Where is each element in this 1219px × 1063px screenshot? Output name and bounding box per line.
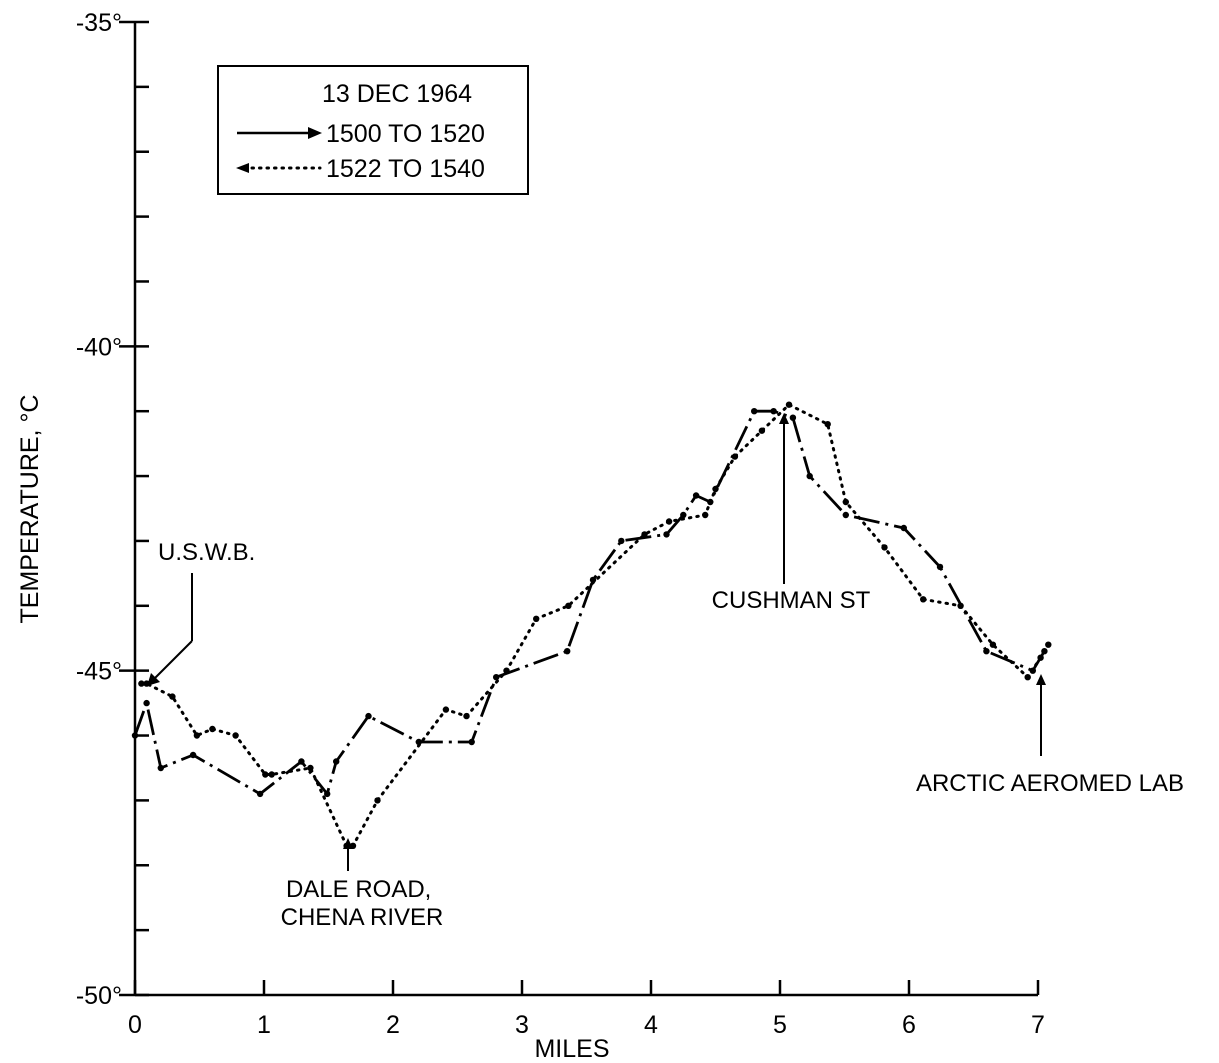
legend-title: 13 DEC 1964 [322, 80, 472, 108]
series-line-1522-to-1540 [139, 403, 1050, 848]
data-point-1500-to-1520-7 [333, 758, 340, 765]
y-axis-title: TEMPERATURE, °C [16, 395, 44, 624]
data-point-1522-to-1540-29 [989, 641, 997, 648]
data-point-1522-to-1540-32 [1045, 641, 1052, 648]
data-point-1500-to-1520-19 [751, 408, 758, 415]
data-point-1522-to-1540-23 [785, 401, 793, 408]
data-point-1522-to-1540-21 [731, 453, 739, 460]
legend-arrowhead-1500-to-1520 [308, 127, 322, 139]
data-point-1500-to-1520-6 [324, 790, 331, 798]
y-tick-label-35: -35° [76, 9, 122, 37]
data-point-1522-to-1540-12 [442, 706, 450, 713]
axes: -35° -40° -45° -50° 0 1 2 3 4 5 6 7 [76, 9, 1045, 1039]
annotation-arrowhead-dale-road [343, 838, 353, 849]
data-point-1522-to-1540-17 [641, 531, 648, 538]
data-point-1522-to-1540-27 [920, 596, 927, 603]
y-tick-label-40: -40° [76, 333, 122, 361]
legend-label-1522-to-1540: 1522 TO 1540 [326, 155, 485, 183]
data-point-1500-to-1520-17 [692, 492, 700, 499]
data-point-1522-to-1540-16 [565, 602, 572, 609]
y-tick-label-45: -45° [76, 658, 122, 686]
x-tick-label-6: 6 [902, 1011, 916, 1039]
x-tick-label-1: 1 [257, 1011, 271, 1039]
x-tick-label-2: 2 [386, 1011, 400, 1039]
data-point-1500-to-1520-12 [564, 648, 571, 655]
annotation-label-dale-road-line-1: DALE ROAD, [286, 876, 431, 903]
x-axis-ticks: 0 1 2 3 4 5 6 7 [128, 980, 1045, 1039]
data-point-1522-to-1540-20 [712, 485, 719, 493]
data-point-1522-to-1540-26 [881, 544, 888, 551]
data-point-1500-to-1520-9 [415, 738, 422, 746]
data-point-1522-to-1540-4 [209, 725, 216, 733]
series-layer [131, 401, 1052, 849]
data-point-1522-to-1540-3 [193, 732, 201, 739]
x-tick-label-7: 7 [1031, 1011, 1045, 1039]
data-point-1522-to-1540-28 [957, 602, 964, 609]
data-point-1500-to-1520-23 [842, 511, 849, 519]
annotation-label-cushman: CUSHMAN ST [712, 587, 871, 614]
data-point-1500-to-1520-16 [680, 511, 687, 519]
x-tick-label-5: 5 [773, 1011, 787, 1039]
x-tick-label-3: 3 [515, 1011, 529, 1039]
data-point-1500-to-1520-5 [298, 758, 305, 765]
data-point-1500-to-1520-25 [936, 563, 944, 571]
data-point-1522-to-1540-13 [463, 712, 470, 720]
data-point-1500-to-1520-0 [131, 732, 139, 739]
annotation-arrowhead-uswb [147, 673, 160, 686]
y-tick-label-50: -50° [76, 982, 122, 1010]
data-point-1522-to-1540-0 [138, 680, 145, 687]
data-point-1522-to-1540-14 [503, 667, 510, 674]
data-point-1522-to-1540-6 [262, 771, 269, 778]
annotation-arrowhead-cushman [779, 413, 789, 424]
data-point-1500-to-1520-21 [789, 414, 797, 421]
data-point-1522-to-1540-25 [842, 498, 849, 506]
data-point-1500-to-1520-20 [770, 408, 777, 415]
data-point-1522-to-1540-11 [374, 797, 381, 804]
data-point-1500-to-1520-10 [468, 738, 475, 746]
annotation-label-arctic: ARCTIC AEROMED LAB [916, 770, 1184, 797]
x-tick-label-4: 4 [644, 1011, 658, 1039]
x-tick-label-0: 0 [128, 1011, 142, 1039]
data-point-1500-to-1520-11 [493, 674, 500, 681]
annotation-label-uswb: U.S.W.B. [158, 539, 255, 566]
data-point-1500-to-1520-24 [900, 524, 907, 532]
annotation-arrowhead-arctic [1036, 674, 1046, 685]
data-point-1522-to-1540-24 [824, 421, 831, 428]
legend-arrowhead-1522-to-1540 [236, 163, 249, 173]
legend-box [217, 65, 529, 195]
data-point-1522-to-1540-5 [232, 732, 239, 739]
data-point-1500-to-1520-4 [256, 790, 264, 798]
data-point-1522-to-1540-31 [1037, 654, 1044, 661]
annotation-label-dale-road-line-2: CHENA RIVER [281, 904, 444, 931]
y-axis-ticks: -35° -40° -45° -50° [76, 9, 149, 1010]
data-point-1500-to-1520-8 [365, 712, 372, 720]
data-point-1500-to-1520-2 [157, 764, 164, 772]
data-point-1522-to-1540-19 [702, 511, 709, 519]
data-point-1500-to-1520-1 [143, 699, 150, 707]
data-point-1500-to-1520-15 [663, 531, 670, 538]
annotation-label-dale-road: DALE ROAD, CHENA RIVER [281, 876, 444, 931]
legend: 13 DEC 1964 1500 TO 1520 1522 TO 1540 [217, 65, 529, 195]
data-point-1500-to-1520-26 [983, 648, 990, 655]
data-point-1500-to-1520-3 [189, 751, 197, 759]
annotation-arrow-uswb [151, 640, 193, 682]
annotations-layer: U.S.W.B. DALE ROAD, CHENA RIVER CUSHMAN … [147, 413, 1184, 931]
data-point-1522-to-1540-2 [169, 693, 176, 700]
x-axis-title: MILES [534, 1035, 609, 1063]
data-point-1522-to-1540-7 [268, 771, 275, 778]
data-point-1522-to-1540-15 [533, 615, 540, 622]
data-point-1522-to-1540-22 [758, 427, 766, 434]
data-point-1500-to-1520-14 [618, 537, 625, 545]
data-point-1522-to-1540-30 [1024, 674, 1031, 681]
series-line-1500-to-1520 [133, 409, 1046, 796]
data-point-1522-to-1540-8 [307, 764, 314, 772]
legend-label-1500-to-1520: 1500 TO 1520 [326, 120, 485, 148]
data-point-1522-to-1540-18 [665, 518, 673, 525]
data-point-1500-to-1520-22 [806, 472, 813, 480]
